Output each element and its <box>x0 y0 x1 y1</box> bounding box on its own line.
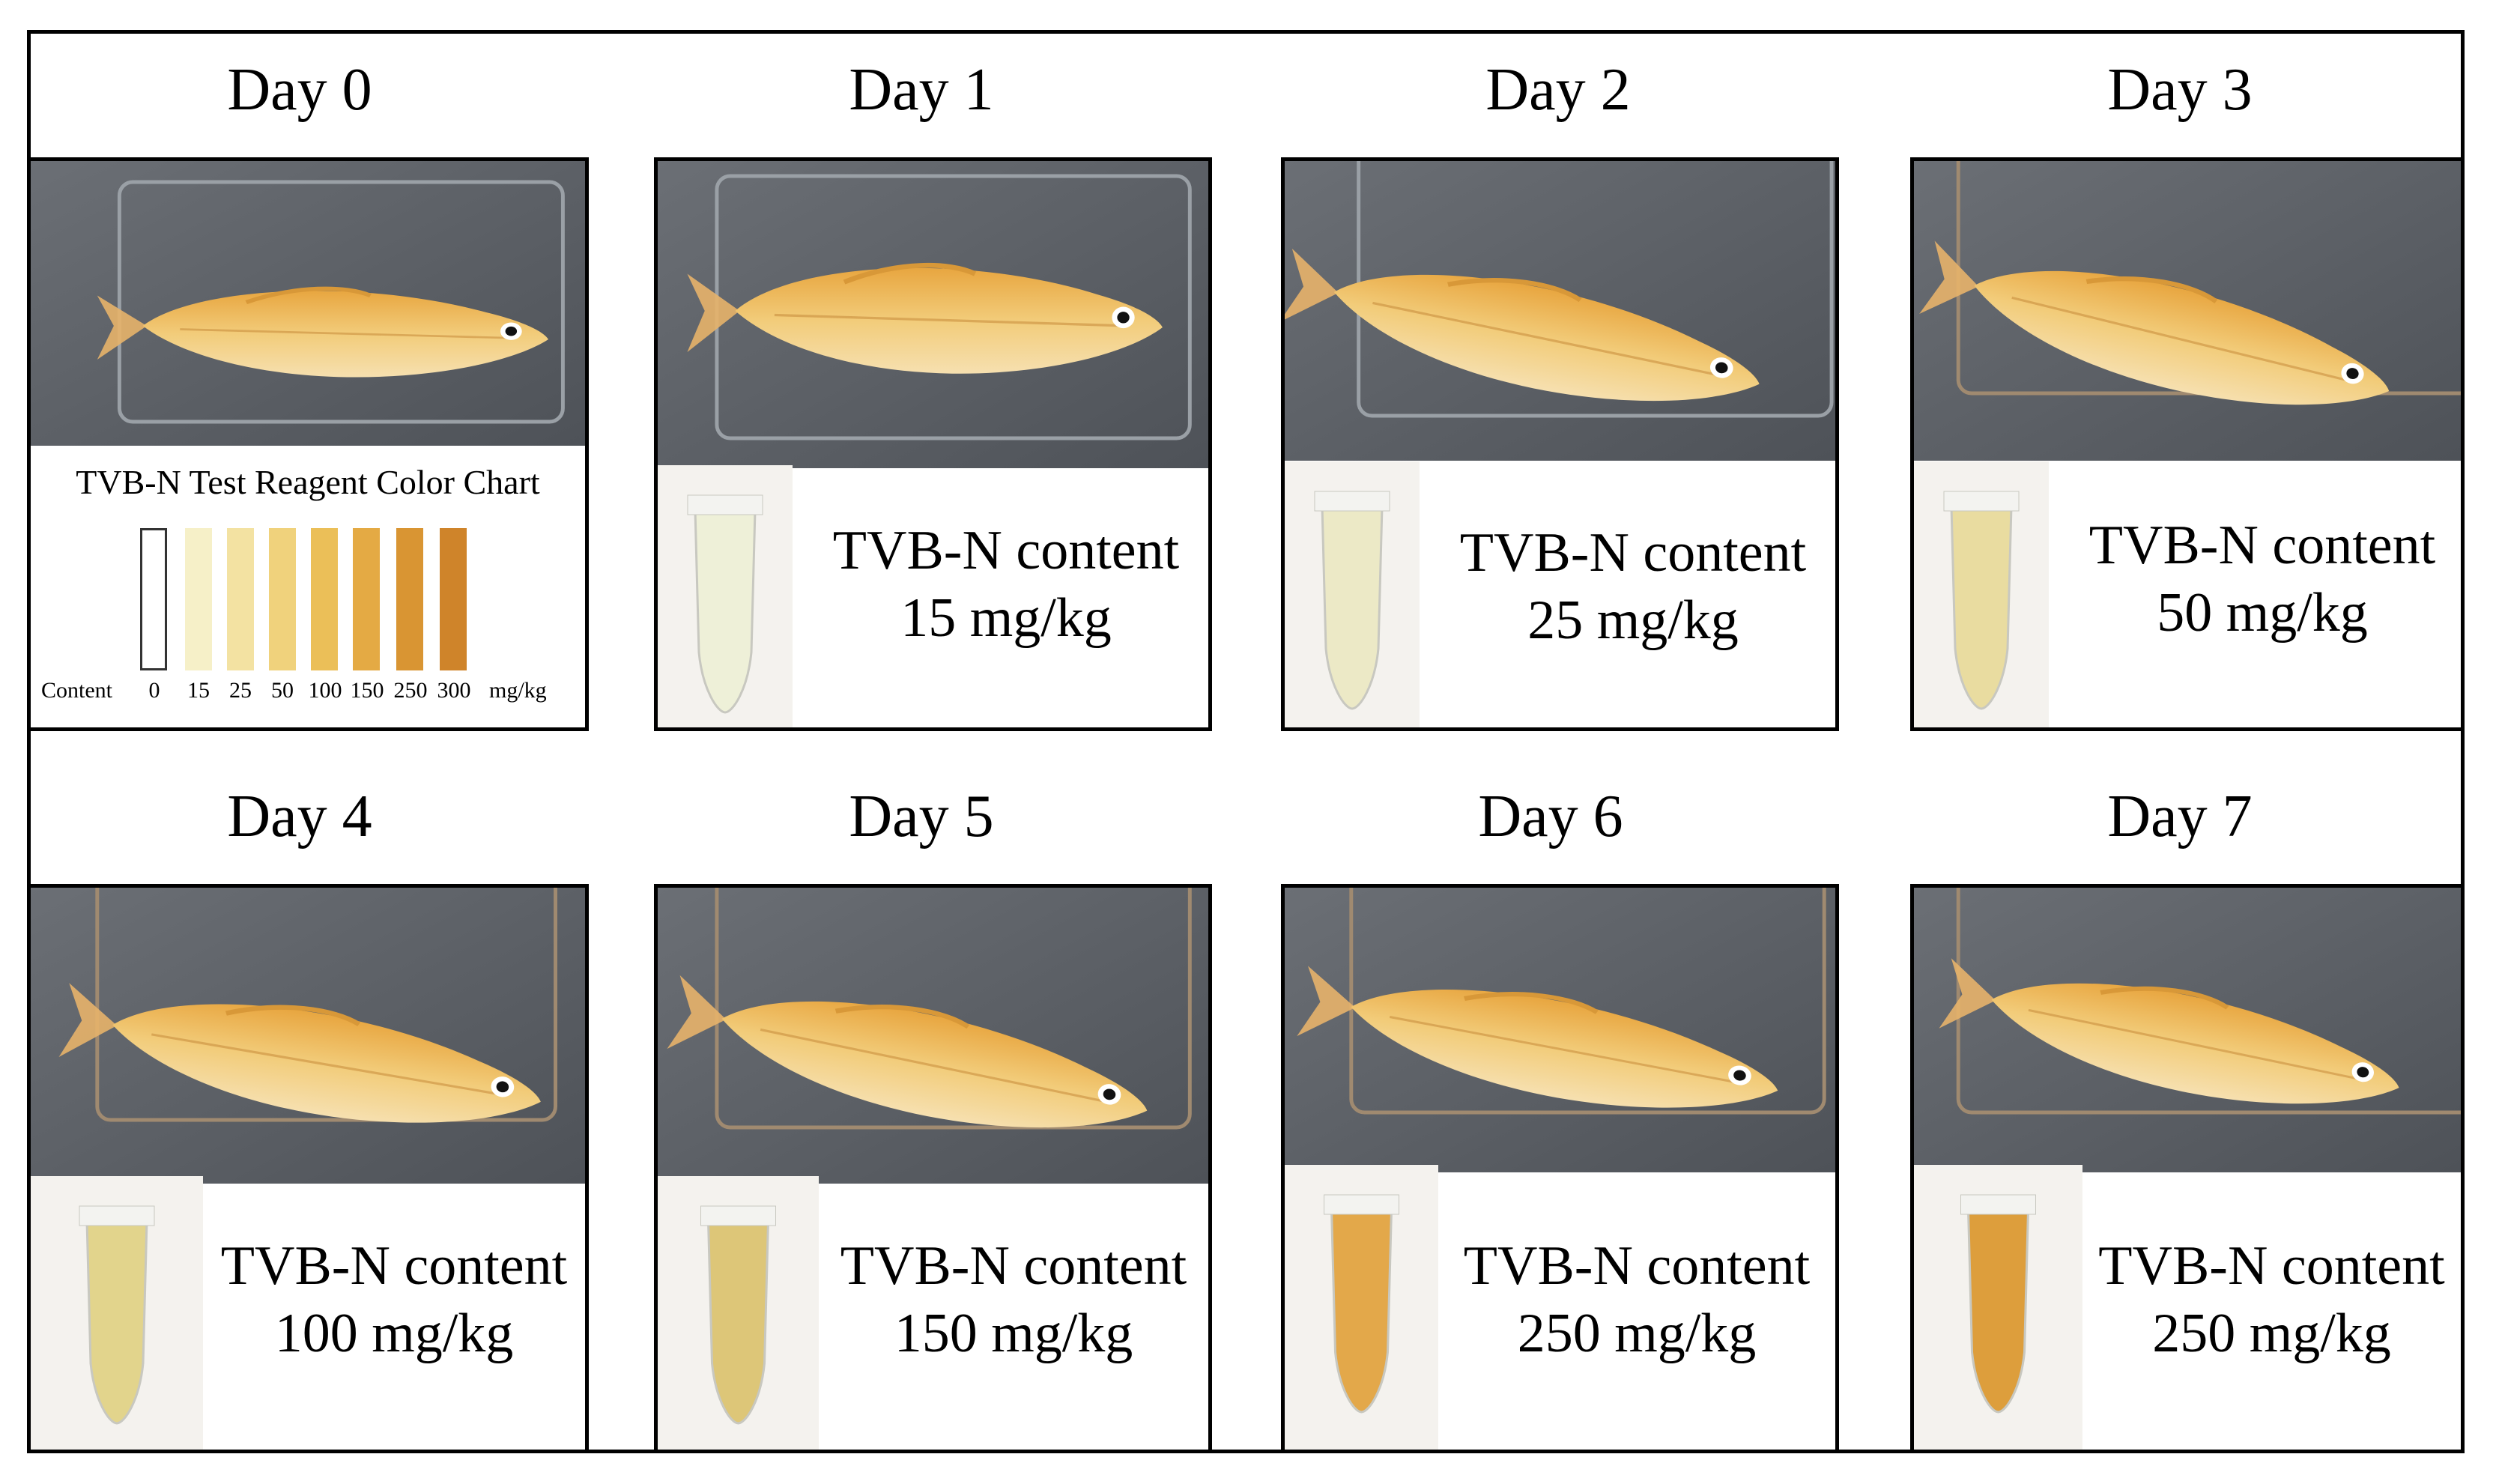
panel-day-7: TVB-N content 250 mg/kg <box>1910 884 2465 1453</box>
level-label: 150 <box>350 678 384 703</box>
tvbn-text: TVB-N content 100 mg/kg <box>203 1232 585 1368</box>
level-label: 25 <box>229 678 252 703</box>
tube-photo <box>1285 461 1420 727</box>
panel-day-6: TVB-N content 250 mg/kg <box>1281 884 1839 1453</box>
color-swatch <box>140 528 167 670</box>
color-swatch <box>269 528 296 670</box>
fish-photo <box>1914 888 2461 1172</box>
content-label: Content <box>41 678 112 703</box>
color-swatch <box>353 528 380 670</box>
level-label: 50 <box>271 678 294 703</box>
tvbn-text: TVB-N content 250 mg/kg <box>2079 1232 2461 1368</box>
day-title: Day 7 <box>2107 784 2253 849</box>
tvbn-label: TVB-N content <box>220 1235 568 1297</box>
color-swatch <box>185 528 212 670</box>
tvbn-label: TVB-N content <box>840 1235 1187 1297</box>
tvbn-text: TVB-N content 15 mg/kg <box>808 517 1205 652</box>
tube-photo <box>1285 1165 1438 1450</box>
tube-photo <box>1914 461 2049 727</box>
reagent-tube <box>1330 1208 1393 1414</box>
day-title: Day 0 <box>227 57 372 123</box>
reagent-tube <box>1950 505 2013 710</box>
tube-photo <box>1914 1165 2082 1450</box>
tvbn-value: 150 mg/kg <box>894 1303 1133 1365</box>
fish-photo <box>31 161 585 446</box>
reagent-tube <box>694 509 757 714</box>
color-swatch <box>396 528 423 670</box>
tvbn-value: 100 mg/kg <box>274 1303 514 1365</box>
tvbn-value: 50 mg/kg <box>2157 582 2368 644</box>
color-chart-title: TVB-N Test Reagent Color Chart <box>76 463 540 501</box>
day-title: Day 2 <box>1485 57 1631 123</box>
fish-photo <box>1285 888 1835 1172</box>
day-title: Day 3 <box>2107 57 2253 123</box>
color-swatch <box>227 528 254 670</box>
color-chart: TVB-N Test Reagent Color Chart Content 0… <box>31 446 585 727</box>
tvbn-value: 250 mg/kg <box>1517 1303 1757 1365</box>
fish-photo <box>1285 161 1835 461</box>
tvbn-text: TVB-N content 25 mg/kg <box>1435 519 1832 655</box>
tvbn-label: TVB-N content <box>832 520 1180 581</box>
figure-frame <box>27 30 2465 1453</box>
level-label: 15 <box>187 678 210 703</box>
level-label: 300 <box>437 678 471 703</box>
fish-photo <box>31 888 585 1184</box>
tvbn-label: TVB-N content <box>1463 1235 1811 1297</box>
tvbn-value: 250 mg/kg <box>2152 1303 2391 1365</box>
reagent-tube <box>1966 1208 2030 1414</box>
fish-photo <box>1914 161 2461 461</box>
unit-label: mg/kg <box>489 678 547 703</box>
tvbn-text: TVB-N content 250 mg/kg <box>1438 1232 1835 1368</box>
day-title: Day 5 <box>849 784 994 849</box>
day-title: Day 6 <box>1478 784 1623 849</box>
tube-photo <box>31 1176 203 1450</box>
day-title: Day 1 <box>849 57 994 123</box>
fish-photo <box>658 888 1208 1184</box>
reagent-tube <box>1321 505 1384 710</box>
reagent-tube <box>85 1220 148 1425</box>
tvbn-label: TVB-N content <box>1459 522 1807 584</box>
tvbn-label: TVB-N content <box>2098 1235 2445 1297</box>
panel-day-5: TVB-N content 150 mg/kg <box>654 884 1212 1453</box>
color-swatch <box>311 528 338 670</box>
panel-day-3: TVB-N content 50 mg/kg <box>1910 157 2465 731</box>
day-title: Day 4 <box>227 784 372 849</box>
fish-photo <box>658 161 1208 468</box>
tvbn-value: 15 mg/kg <box>900 587 1112 649</box>
tvbn-label: TVB-N content <box>2088 515 2436 576</box>
color-swatch <box>440 528 467 670</box>
tvbn-value: 25 mg/kg <box>1527 590 1739 652</box>
reagent-tube <box>706 1220 770 1425</box>
panel-day-4: TVB-N content 100 mg/kg <box>27 884 589 1453</box>
level-label: 100 <box>308 678 342 703</box>
level-label: 0 <box>148 678 160 703</box>
panel-day-1: TVB-N content 15 mg/kg <box>654 157 1212 731</box>
tvbn-text: TVB-N content 150 mg/kg <box>819 1232 1208 1368</box>
panel-day-2: TVB-N content 25 mg/kg <box>1281 157 1839 731</box>
level-label: 250 <box>393 678 428 703</box>
panel-day-0: TVB-N Test Reagent Color Chart Content 0… <box>27 157 589 731</box>
tube-photo <box>658 465 793 727</box>
tvbn-text: TVB-N content 50 mg/kg <box>2064 512 2461 647</box>
tube-photo <box>658 1176 819 1450</box>
